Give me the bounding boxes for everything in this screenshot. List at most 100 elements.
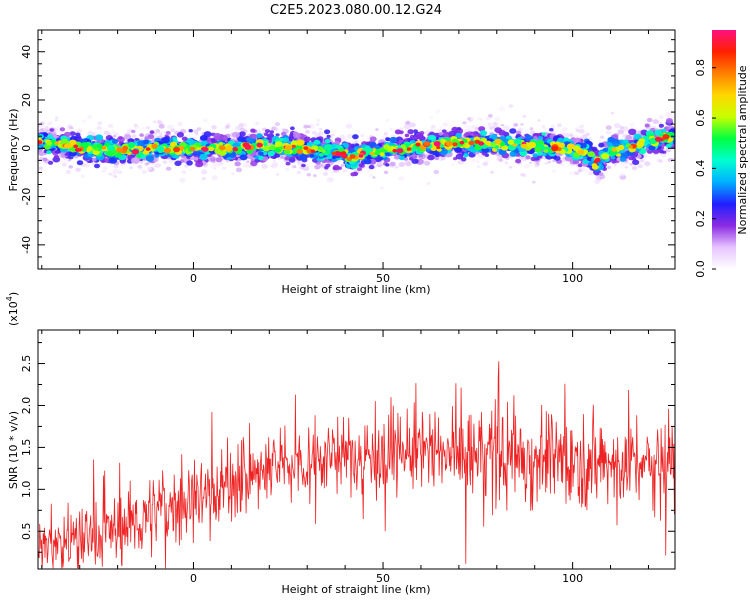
heatmap-cell [215,157,223,163]
heatmap-cell [379,152,385,157]
heatmap-cell [467,125,474,131]
heatmap-cell [525,134,533,141]
heatmap-cell [77,148,82,152]
heatmap-cell [275,173,280,176]
heatmap-cell [267,133,275,139]
heatmap-cell [161,136,170,144]
heatmap-cell [275,133,280,137]
heatmap-cell [327,177,334,183]
heatmap-cell [38,140,43,145]
heatmap-cell [452,142,458,147]
heatmap-cell [515,158,522,164]
heatmap-cell [331,171,335,175]
heatmap-cell [639,158,645,163]
heatmap-cell [600,153,610,160]
spectrogram-panel: 0 50 100 -40 -20 0 20 40 Height of straight lin… [7,29,676,296]
heatmap-cell [621,161,626,165]
heatmap-cell [369,151,375,155]
y-tick-label: 0.5 [20,523,33,541]
heatmap-cell [455,153,464,160]
heatmap-cell [411,158,419,164]
heatmap-cell [269,130,274,134]
x-tick-label: 50 [376,272,390,285]
heatmap-cell [602,147,609,152]
heatmap-cell [111,138,119,144]
heatmap-cell [55,116,59,120]
heatmap-cell [335,170,340,174]
heatmap-cell [54,141,59,145]
heatmap-cell [38,160,43,165]
heatmap-cell [435,110,440,114]
spectrogram-frame [37,29,676,270]
heatmap-cell [610,111,615,115]
heatmap-cell [278,145,284,150]
heatmap-cell [662,134,670,140]
heatmap-cell [254,121,260,126]
heatmap-cell [611,147,617,152]
heatmap-cell [367,147,374,153]
heatmap-cell [549,128,554,132]
heatmap-cell [96,143,103,149]
heatmap-cell [410,146,417,152]
heatmap-cell [520,123,524,126]
y-tick-label: 2.0 [20,397,33,415]
heatmap-cell [512,143,518,147]
heatmap-cell [94,163,100,169]
heatmap-cell [154,163,161,168]
heatmap-cell [434,156,440,161]
heatmap-cell [238,123,244,127]
heatmap-cell [529,127,534,131]
heatmap-cell [470,158,476,163]
heatmap-cell [522,115,527,118]
heatmap-cell [273,127,279,132]
heatmap-cell [196,151,202,156]
heatmap-cell [514,123,519,127]
heatmap-cell [543,149,549,153]
heatmap-cell [242,162,250,168]
heatmap-cell [332,164,340,171]
colorbar-label: Normalized spectral amplitude [736,65,749,234]
heatmap-cell [350,172,356,177]
heatmap-cell [455,132,462,138]
heatmap-cell [574,171,580,176]
heatmap-cell [246,149,253,155]
heatmap-cell [479,118,483,121]
heatmap-cell [257,155,264,161]
heatmap-cell [69,139,77,146]
heatmap-cell [195,161,204,168]
heatmap-cell [307,125,311,129]
heatmap-cell [59,127,66,132]
heatmap-cell [145,147,151,151]
heatmap-cell [671,116,675,119]
heatmap-cell [413,155,418,159]
heatmap-cell [137,165,144,171]
heatmap-cell [326,134,331,138]
heatmap-cell [310,149,316,154]
heatmap-cell [490,170,495,174]
heatmap-cell [172,136,178,141]
heatmap-cell [324,129,331,135]
heatmap-cell [316,118,321,122]
heatmap-cell [413,129,418,134]
heatmap-cell [231,131,240,138]
heatmap-cell [487,124,492,128]
heatmap-cell [70,127,74,130]
heatmap-cell [528,161,532,164]
heatmap-cell [339,134,346,140]
heatmap-cell [54,119,58,122]
heatmap-cell [119,158,126,164]
heatmap-cell [38,129,43,133]
heatmap-cell [366,169,372,173]
heatmap-cell [181,170,187,174]
heatmap-cell [123,133,132,140]
heatmap-cell [69,131,76,137]
heatmap-cell [532,153,538,158]
heatmap-cell [104,158,110,163]
snr-plot-area [38,330,675,569]
heatmap-cell [426,182,431,185]
heatmap-cell [378,156,384,161]
heatmap-cell [384,118,390,123]
colorbar-ticks: 0.0 0.2 0.4 0.6 0.8 [694,59,716,278]
heatmap-cell [246,160,250,163]
heatmap-cell [46,129,51,133]
